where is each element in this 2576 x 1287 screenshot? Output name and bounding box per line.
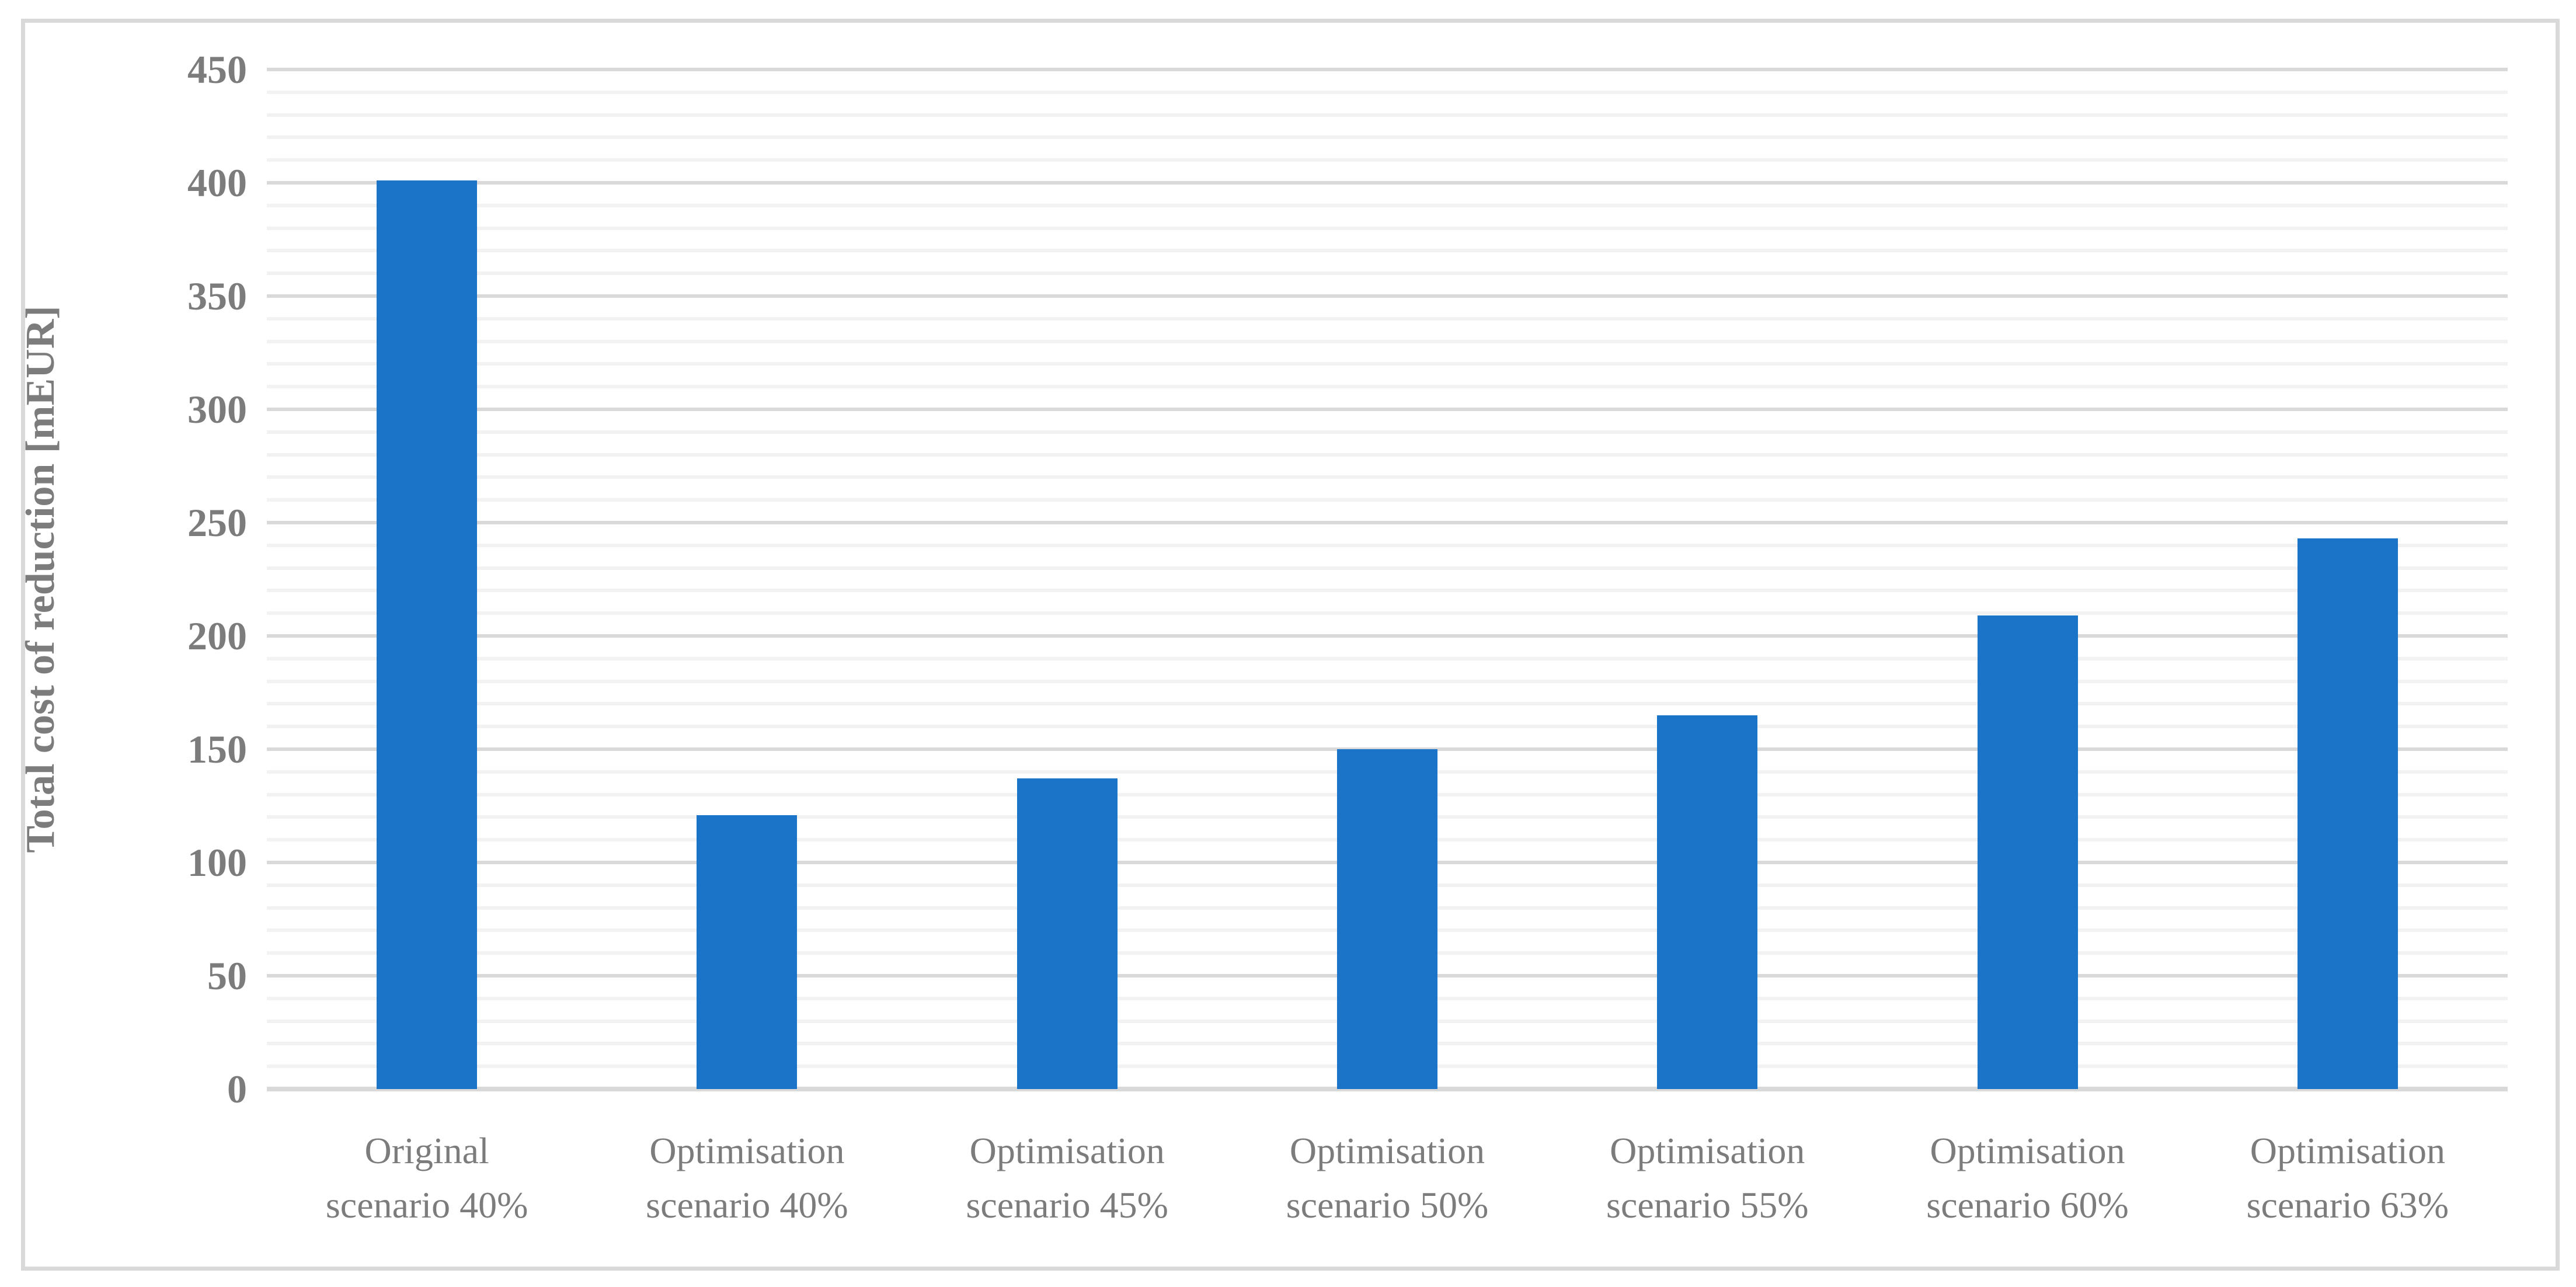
bar-original-scenario-40- bbox=[377, 180, 478, 1089]
x-category-label: Optimisation scenario 45% bbox=[907, 1124, 1227, 1233]
major-gridline bbox=[267, 68, 2508, 71]
bar-optimisation-scenario-60- bbox=[1977, 615, 2078, 1089]
minor-gridline bbox=[267, 203, 2508, 207]
major-gridline bbox=[267, 408, 2508, 411]
minor-gridline bbox=[267, 611, 2508, 615]
minor-gridline bbox=[267, 725, 2508, 729]
y-tick-label: 50 bbox=[207, 954, 247, 998]
minor-gridline bbox=[267, 249, 2508, 253]
minor-gridline bbox=[267, 316, 2508, 321]
minor-gridline bbox=[267, 226, 2508, 230]
x-category-label-line1: Optimisation bbox=[1930, 1130, 2125, 1171]
x-category-label-line1: Optimisation bbox=[649, 1130, 845, 1171]
minor-gridline bbox=[267, 543, 2508, 547]
minor-gridline bbox=[267, 362, 2508, 366]
minor-gridline bbox=[267, 702, 2508, 706]
minor-gridline bbox=[267, 158, 2508, 162]
major-gridline bbox=[267, 634, 2508, 638]
x-category-label: Optimisation scenario 40% bbox=[587, 1124, 907, 1233]
x-category-label: Optimisation scenario 50% bbox=[1227, 1124, 1547, 1233]
minor-gridline bbox=[267, 272, 2508, 276]
y-tick-label: 100 bbox=[187, 840, 247, 885]
chart-frame bbox=[21, 19, 2560, 1271]
minor-gridline bbox=[267, 679, 2508, 683]
major-gridline bbox=[267, 181, 2508, 185]
x-axis-category-labels: Original scenario 40% Optimisation scenario… bbox=[267, 1124, 2508, 1233]
bar-optimisation-scenario-63- bbox=[2297, 538, 2398, 1089]
bar-optimisation-scenario-55- bbox=[1657, 715, 1758, 1089]
y-tick-label: 150 bbox=[187, 727, 247, 771]
minor-gridline bbox=[267, 135, 2508, 140]
minor-gridline bbox=[267, 113, 2508, 117]
x-category-label-line1: Optimisation bbox=[2250, 1130, 2445, 1171]
x-category-label-line1: Optimisation bbox=[969, 1130, 1165, 1171]
bar-optimisation-scenario-40- bbox=[697, 815, 798, 1089]
plot-area bbox=[267, 68, 2508, 1091]
x-category-label-line2: scenario 40% bbox=[325, 1184, 528, 1226]
minor-gridline bbox=[267, 656, 2508, 660]
x-category-label-line1: Optimisation bbox=[1610, 1130, 1805, 1171]
x-category-label-line2: scenario 45% bbox=[966, 1184, 1168, 1226]
y-tick-label: 400 bbox=[187, 161, 247, 205]
minor-gridline bbox=[267, 498, 2508, 502]
minor-gridline bbox=[267, 475, 2508, 479]
y-tick-label: 300 bbox=[187, 387, 247, 432]
x-category-label: Optimisation scenario 60% bbox=[1867, 1124, 2187, 1233]
y-tick-label: 450 bbox=[187, 47, 247, 92]
minor-gridline bbox=[267, 566, 2508, 570]
y-tick-label: 350 bbox=[187, 274, 247, 318]
x-category-label-line1: Original bbox=[364, 1130, 489, 1171]
minor-gridline bbox=[267, 339, 2508, 343]
bar-optimisation-scenario-45- bbox=[1017, 778, 1118, 1089]
x-category-label-line1: Optimisation bbox=[1289, 1130, 1485, 1171]
x-category-label: Original scenario 40% bbox=[267, 1124, 587, 1233]
x-category-label-line2: scenario 60% bbox=[1926, 1184, 2129, 1226]
y-tick-label: 250 bbox=[187, 500, 247, 545]
minor-gridline bbox=[267, 385, 2508, 389]
y-tick-label: 0 bbox=[227, 1067, 247, 1111]
minor-gridline bbox=[267, 453, 2508, 457]
minor-gridline bbox=[267, 90, 2508, 94]
bar-optimisation-scenario-50- bbox=[1337, 749, 1437, 1089]
x-axis-line bbox=[267, 1087, 2508, 1091]
x-category-label-line2: scenario 50% bbox=[1286, 1184, 1489, 1226]
major-gridline bbox=[267, 294, 2508, 298]
minor-gridline bbox=[267, 430, 2508, 434]
major-gridline bbox=[267, 521, 2508, 524]
minor-gridline bbox=[267, 589, 2508, 593]
x-category-label: Optimisation scenario 63% bbox=[2188, 1124, 2508, 1233]
x-category-label: Optimisation scenario 55% bbox=[1547, 1124, 1867, 1233]
y-axis-title: Total cost of reduction [mEUR] bbox=[18, 305, 63, 853]
y-tick-label: 200 bbox=[187, 614, 247, 658]
x-category-label-line2: scenario 40% bbox=[646, 1184, 848, 1226]
x-category-label-line2: scenario 55% bbox=[1606, 1184, 1809, 1226]
x-category-label-line2: scenario 63% bbox=[2246, 1184, 2449, 1226]
